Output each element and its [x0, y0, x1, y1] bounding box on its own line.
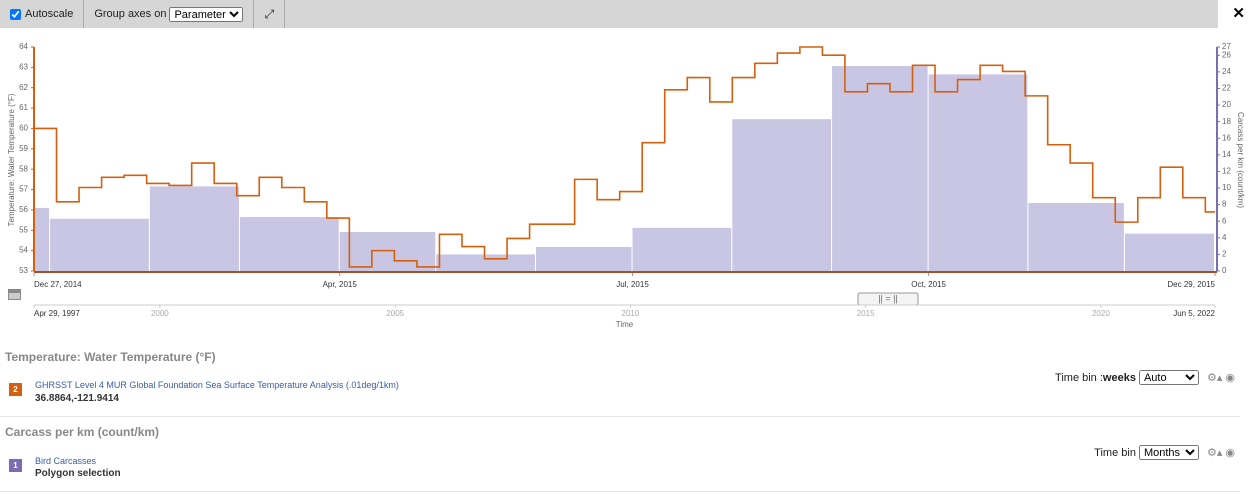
- y-tick-label: 61: [19, 103, 28, 112]
- y2-axis-label: Carcass per km (count/km): [1236, 112, 1245, 208]
- bar: [149, 186, 239, 271]
- bar: [339, 232, 436, 271]
- carcass-panel: Carcass per km (count/km) 1 Bird Carcass…: [0, 417, 1240, 492]
- y2-tick-label: 2: [1222, 250, 1227, 259]
- y2-tick-label: 27: [1222, 42, 1231, 51]
- y2-tick-label: 12: [1222, 167, 1231, 176]
- bar: [832, 66, 928, 271]
- autoscale-checkbox[interactable]: [10, 8, 21, 20]
- y-tick-label: 64: [19, 42, 28, 51]
- time-bin-label: Time bin: [1094, 446, 1136, 459]
- y2-tick-label: 6: [1222, 216, 1227, 225]
- navigator-tick-label: Jun 5, 2022: [1173, 309, 1215, 318]
- time-bin-select[interactable]: Auto: [1138, 370, 1199, 385]
- range-handle-grip: || = ||: [878, 293, 898, 303]
- y-tick-label: 55: [19, 225, 28, 234]
- panel-badge: 1: [9, 459, 22, 472]
- y-axis-label: Temperature: Water Temperature (°F): [7, 93, 16, 226]
- y2-tick-label: 0: [1222, 266, 1227, 275]
- bar: [1028, 202, 1124, 271]
- navigator-tick-label: 2000: [151, 309, 169, 318]
- navigator-tick-label: 2020: [1092, 309, 1110, 318]
- chart: Temperature: Water Temperature (°F) Carc…: [7, 42, 1245, 329]
- x-tick-label: Dec 29, 2015: [1167, 280, 1215, 289]
- y-tick-label: 63: [19, 62, 28, 71]
- bar: [732, 119, 832, 271]
- y-tick-label: 62: [19, 83, 28, 92]
- panel-icons[interactable]: ⚙▴ ◉: [1206, 372, 1235, 384]
- calendar-icon[interactable]: [8, 289, 21, 300]
- panel-detail: Polygon selection: [35, 468, 121, 479]
- bar: [632, 227, 732, 271]
- panel-title: Carcass per km (count/km): [5, 425, 160, 439]
- bar: [536, 246, 632, 271]
- y2-tick-label: 10: [1222, 183, 1231, 192]
- time-bin-unit: weeks: [1102, 371, 1136, 384]
- dataset-link[interactable]: GHRSST Level 4 MUR Global Foundation Sea…: [35, 380, 399, 390]
- group-axes-label: Group axes on: [94, 8, 167, 20]
- y2-tick-label: 4: [1222, 233, 1227, 242]
- range-handle[interactable]: || = ||: [857, 292, 919, 306]
- expand-button[interactable]: ⤢: [254, 0, 286, 28]
- temperature-line: [33, 46, 1215, 271]
- panel-title: Temperature: Water Temperature (°F): [5, 350, 216, 364]
- y-tick-label: 57: [19, 185, 28, 194]
- time-bin: Time bin : weeks Auto ⚙▴ ◉: [1055, 370, 1235, 385]
- time-bin: Time bin Months ⚙▴ ◉: [1094, 445, 1235, 460]
- y-tick-label: 58: [19, 164, 28, 173]
- bar: [1124, 233, 1214, 271]
- y2-tick-label: 18: [1222, 117, 1231, 126]
- time-bin-select[interactable]: Months: [1138, 445, 1199, 460]
- toolbar: Autoscale Group axes on Parameter ⤢: [0, 0, 1218, 28]
- bar: [239, 217, 339, 271]
- group-axes-section: Group axes on Parameter: [84, 0, 255, 28]
- autoscale-label: Autoscale: [25, 8, 74, 20]
- x-tick-label: Oct, 2015: [911, 280, 946, 289]
- y-tick-label: 59: [19, 144, 28, 153]
- y2-tick-label: 24: [1222, 67, 1231, 76]
- y-tick-label: 56: [19, 205, 28, 214]
- bar: [928, 74, 1028, 271]
- y-tick-label: 54: [19, 246, 28, 255]
- navigator-tick-label: 2015: [857, 309, 875, 318]
- temperature-panel: Temperature: Water Temperature (°F) 2 GH…: [0, 340, 1240, 417]
- group-axes-select[interactable]: Parameter: [169, 6, 244, 22]
- y2-tick-label: 22: [1222, 84, 1231, 93]
- x-tick-label: Apr, 2015: [323, 280, 358, 289]
- bar: [436, 254, 536, 271]
- x-tick-label: Dec 27, 2014: [34, 280, 82, 289]
- x-tick-label: Jul, 2015: [616, 280, 649, 289]
- y-tick-label: 60: [19, 124, 28, 133]
- close-button[interactable]: ✕: [1232, 5, 1245, 22]
- navigator-tick-label: Apr 29, 1997: [34, 309, 80, 318]
- calendar-grid: [9, 293, 20, 299]
- y2-tick-label: 20: [1222, 100, 1231, 109]
- bar: [34, 207, 50, 271]
- y2-tick-label: 16: [1222, 133, 1231, 142]
- y2-tick-label: 14: [1222, 150, 1231, 159]
- time-bin-label: Time bin :: [1055, 371, 1103, 384]
- y-tick-label: 53: [19, 266, 28, 275]
- navigator-tick-label: 2005: [386, 309, 404, 318]
- panel-badge: 2: [9, 383, 22, 396]
- panel-detail: 36.8864,-121.9414: [35, 393, 119, 404]
- dataset-link[interactable]: Bird Carcasses: [35, 456, 97, 466]
- navigator-label: Time: [616, 320, 634, 329]
- y2-tick-label: 8: [1222, 200, 1227, 209]
- y2-tick-label: 26: [1222, 50, 1231, 59]
- navigator-tick-label: 2010: [622, 309, 640, 318]
- bar: [50, 218, 149, 271]
- autoscale-section: Autoscale: [0, 0, 85, 28]
- panel-icons[interactable]: ⚙▴ ◉: [1206, 447, 1235, 459]
